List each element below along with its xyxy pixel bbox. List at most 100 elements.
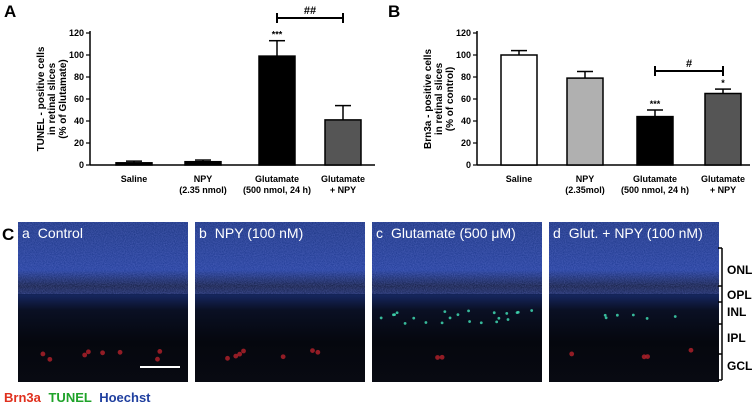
category-label-line: Glutamate [255, 174, 299, 184]
category-label: Glutamate + NPY [321, 174, 365, 195]
bar [636, 115, 674, 166]
category-label: Glutamate (500 nmol, 24 h) [621, 174, 689, 195]
tunel-signal [673, 315, 677, 318]
category-label-line: NPY [576, 174, 595, 184]
category-label: Saline [506, 174, 533, 184]
tunel-signal [440, 321, 444, 325]
micrograph-title: d Glut. + NPY (100 nM) [553, 225, 703, 241]
category-label-line: + NPY [330, 185, 356, 195]
brn3a-signal [233, 353, 239, 359]
tunel-signal [495, 320, 499, 324]
layer-label: IPL [727, 331, 746, 345]
micrograph-letter: b [199, 225, 207, 241]
micrograph-title: b NPY (100 nM) [199, 225, 303, 241]
brn3a-signal [688, 347, 694, 353]
tunel-signal [506, 318, 510, 321]
y-axis-label-line: TUNEL - positive cells [36, 46, 47, 151]
tunel-signal [467, 309, 470, 313]
micrograph-panel: d Glut. + NPY (100 nM) [549, 222, 719, 382]
brn3a-signal [241, 348, 246, 354]
bar [115, 162, 153, 166]
tunel-signal [530, 309, 534, 312]
tunel-signal [604, 316, 608, 320]
micrograph-condition: Glut. + NPY (100 nM) [569, 225, 703, 241]
category-label-line: Saline [506, 174, 533, 184]
tunel-signal [424, 321, 428, 324]
category-label-line: NPY [194, 174, 213, 184]
category-label-line: (500 nmol, 24 h) [243, 185, 311, 195]
brn3a-signal [641, 354, 647, 360]
comparison-label: ## [304, 5, 316, 17]
micrograph-condition: NPY (100 nM) [215, 225, 303, 241]
category-label: NPY (2.35mol) [565, 174, 605, 195]
panel-label-b: B [388, 2, 400, 21]
tunel-signal [645, 317, 649, 320]
y-tick-label: 20 [74, 138, 84, 148]
retina-layer-labels: ONL OPL INL IPL GCL [718, 247, 752, 381]
y-tick-label: 0 [466, 160, 471, 170]
nuclear-texture [549, 222, 719, 294]
legend-brn3a: Brn3a [4, 390, 42, 405]
micrograph-letter: d [553, 225, 561, 241]
category-label: Saline [121, 174, 148, 184]
micrograph-title: a Control [22, 225, 83, 241]
tunel-signal [395, 311, 399, 315]
micrograph-panel: b NPY (100 nM) [195, 222, 365, 382]
category-label-line: (2.35mol) [565, 185, 605, 195]
y-axis-label-line: (% of control) [445, 67, 456, 131]
micrograph-panel: c Glutamate (500 μM) [372, 222, 542, 382]
tunel-signal [492, 311, 496, 315]
layer-label: OPL [727, 288, 752, 302]
layer-label: ONL [727, 263, 752, 277]
tunel-signal [479, 321, 483, 325]
y-tick-label: 80 [461, 72, 471, 82]
legend-hoechst: Hoechst [99, 390, 151, 405]
category-label: NPY (2.35 nmol) [179, 174, 227, 195]
micrograph-title: c Glutamate (500 μM) [376, 225, 516, 241]
tunel-signal [497, 316, 501, 320]
y-axis-label: Brn3a - positive cellsin retinal slices(… [423, 49, 456, 149]
bar [258, 55, 296, 166]
y-tick-label: 120 [69, 28, 84, 38]
layer-label: INL [727, 305, 746, 319]
micrograph-panel: a Control [18, 222, 188, 382]
tunel-signal [379, 316, 383, 320]
bar [324, 119, 362, 166]
tunel-signal [631, 313, 635, 317]
tunel-signal [412, 316, 416, 320]
brn3a-signal [155, 356, 160, 362]
micrograph-row: a Control b NPY (100 nM) c Glutamate (500 μM)… [18, 222, 719, 382]
tunel-signal [448, 316, 452, 320]
panel-label-c: C [2, 225, 14, 244]
y-axis-label-line: Brn3a - positive cells [423, 49, 434, 149]
brn3a-signal [645, 354, 650, 359]
comparison-label: # [686, 58, 692, 70]
brn3a-signal [40, 351, 46, 357]
tunel-signal [403, 321, 407, 325]
brn3a-signal [569, 351, 575, 357]
legend-tunel: TUNEL [48, 390, 91, 405]
tunel-signal [505, 311, 509, 315]
category-label: Glutamate (500 nmol, 24 h) [243, 174, 311, 195]
brn3a-signal [157, 348, 163, 354]
nuclear-texture [18, 222, 188, 294]
micrograph-condition: Glutamate (500 μM) [391, 225, 516, 241]
tunel-signal [393, 313, 396, 316]
y-tick-label: 60 [74, 94, 84, 104]
micrograph-condition: Control [38, 225, 83, 241]
category-label-line: Saline [121, 174, 148, 184]
stain-legend: Brn3a TUNEL Hoechst [4, 390, 151, 405]
panel-label-a: A [4, 2, 16, 21]
significance-marker: * [721, 78, 725, 88]
micrograph-letter: a [22, 225, 30, 241]
category-label: Glutamate + NPY [701, 174, 745, 195]
layer-label: GCL [727, 359, 752, 373]
y-axis-label-line: (% of Glutamate) [58, 59, 69, 138]
y-tick-label: 120 [456, 28, 471, 38]
bar [566, 77, 604, 166]
significance-marker: *** [650, 99, 661, 109]
y-tick-label: 0 [79, 160, 84, 170]
brn3a-signal [85, 349, 91, 355]
